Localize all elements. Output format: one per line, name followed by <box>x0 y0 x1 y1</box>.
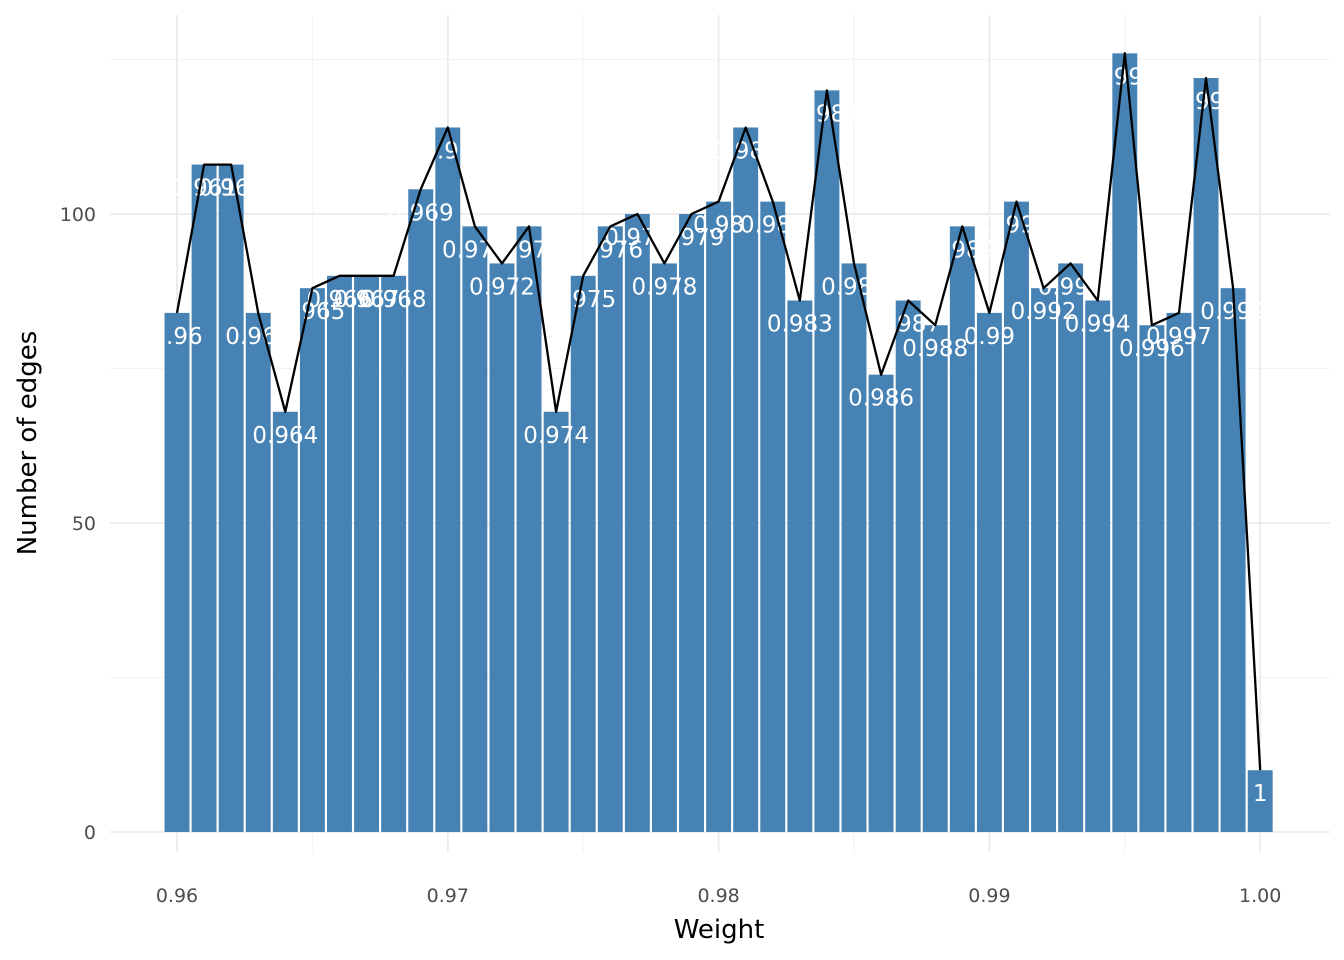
bar-value-label: 0.974 <box>523 423 589 449</box>
bar <box>218 164 244 832</box>
bar-value-label: 0.981 <box>713 138 779 164</box>
bar <box>1085 300 1111 832</box>
bar-value-label: 0.973 <box>496 237 562 263</box>
bar <box>164 312 190 832</box>
bar <box>679 214 704 832</box>
bar-value-label: 0.968 <box>361 287 427 313</box>
x-axis-ticks: 0.96 0.97 0.98 0.99 1.00 <box>156 885 1282 907</box>
x-tick-label: 1.00 <box>1239 885 1281 907</box>
bar <box>516 226 542 833</box>
bar <box>1031 288 1057 832</box>
bar-value-label: 0.99 <box>964 324 1015 350</box>
bar-value-label: 0.984 <box>794 101 860 127</box>
x-axis-title: Weight <box>674 915 765 945</box>
bar <box>299 288 325 832</box>
bar-value-label: 0.975 <box>550 287 616 313</box>
bar-value-label: 0.982 <box>740 213 806 239</box>
x-tick-label: 0.96 <box>156 885 198 907</box>
bar <box>651 263 677 832</box>
bar <box>949 226 975 833</box>
bar-value-label: 0.96 <box>151 324 202 350</box>
bar <box>354 275 380 832</box>
bar-value-label: 0.967 <box>334 287 400 313</box>
bar-value-label: 0.983 <box>767 312 833 338</box>
bar <box>787 300 813 832</box>
bar <box>1139 325 1165 832</box>
bar <box>327 275 352 832</box>
bar <box>814 90 840 832</box>
bar <box>706 201 732 832</box>
bar-value-label: 0.965 <box>279 299 345 325</box>
bar <box>381 275 407 832</box>
bar <box>976 312 1002 832</box>
bar <box>435 127 461 833</box>
bar <box>1247 770 1273 832</box>
y-axis-title: Number of edges <box>13 331 43 556</box>
trend-line-group <box>175 52 1262 771</box>
bar <box>489 263 515 832</box>
bar <box>868 374 894 832</box>
bar-value-label: 0.98 <box>693 213 744 239</box>
bar-value-label: 0.986 <box>848 386 914 412</box>
bar <box>1220 288 1246 832</box>
bar-value-label: 0.961 <box>171 176 237 202</box>
bar-value-label: 0.97 <box>422 138 473 164</box>
bar <box>1058 263 1084 832</box>
bar <box>245 312 271 832</box>
bar-value-label: 0.962 <box>198 176 264 202</box>
bar <box>272 411 298 832</box>
bar-value-label: 0.995 <box>1092 64 1158 90</box>
bar-value-label: 0.971 <box>442 237 508 263</box>
bar-value-label: 0.985 <box>821 274 887 300</box>
bar <box>841 263 867 832</box>
bar-value-label: 0.994 <box>1065 312 1131 338</box>
bar <box>624 214 650 832</box>
bar-value-label: 0.998 <box>1173 89 1239 115</box>
bar-value-label: 0.992 <box>1011 299 1077 325</box>
bar-value-label: 0.979 <box>659 225 725 251</box>
bar-value-label: 0.989 <box>929 237 995 263</box>
bar <box>570 275 596 832</box>
y-tick-label: 0 <box>84 822 96 844</box>
bar <box>895 300 921 832</box>
bar <box>922 325 948 832</box>
y-tick-label: 100 <box>60 204 96 226</box>
bar <box>1166 312 1192 832</box>
bar-value-label: 0.963 <box>225 324 291 350</box>
bar-value-label: 0.972 <box>469 274 535 300</box>
bar-value-label: 0.969 <box>388 200 454 226</box>
bar-value-label: 0.976 <box>577 237 643 263</box>
bar-value-label: 0.978 <box>632 274 698 300</box>
bar <box>760 201 786 832</box>
bar <box>462 226 488 833</box>
bar <box>408 189 434 832</box>
bar <box>1112 53 1138 832</box>
bar-value-label: 0.997 <box>1146 324 1212 350</box>
bar-value-label: 0.964 <box>252 423 318 449</box>
bars <box>164 53 1273 833</box>
bar <box>543 411 569 832</box>
x-tick-label: 0.97 <box>427 885 469 907</box>
trend-line <box>175 52 1262 771</box>
y-tick-label: 50 <box>72 513 96 535</box>
bar-value-label: 0.993 <box>1038 274 1104 300</box>
bar-value-label: 1 <box>1253 781 1268 807</box>
bar-value-label: 0.988 <box>902 336 968 362</box>
bar <box>733 127 759 833</box>
bar-value-label: 0.977 <box>604 225 670 251</box>
bar-value-label: 0.966 <box>307 287 373 313</box>
bar <box>597 226 623 833</box>
bar-value-label: 0.991 <box>984 213 1050 239</box>
bar <box>191 164 217 832</box>
x-tick-label: 0.98 <box>697 885 739 907</box>
bar <box>1004 201 1029 832</box>
y-axis-ticks: 0 50 100 <box>60 204 96 844</box>
bar-value-label: 0.987 <box>875 312 941 338</box>
x-tick-label: 0.99 <box>968 885 1010 907</box>
bar-labels: 0.960.9610.9620.9630.9640.9650.9660.9670… <box>151 64 1267 807</box>
bar <box>1193 78 1219 833</box>
bar-value-label: 0.996 <box>1119 336 1185 362</box>
